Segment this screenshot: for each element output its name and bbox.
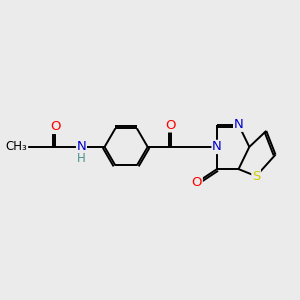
Text: S: S	[252, 170, 260, 183]
Text: O: O	[192, 176, 202, 189]
Text: N: N	[234, 118, 243, 131]
Text: N: N	[76, 140, 86, 153]
Text: O: O	[50, 120, 61, 134]
Text: CH₃: CH₃	[6, 140, 28, 153]
Text: O: O	[166, 119, 176, 132]
Text: N: N	[212, 140, 222, 153]
Text: H: H	[77, 152, 86, 165]
